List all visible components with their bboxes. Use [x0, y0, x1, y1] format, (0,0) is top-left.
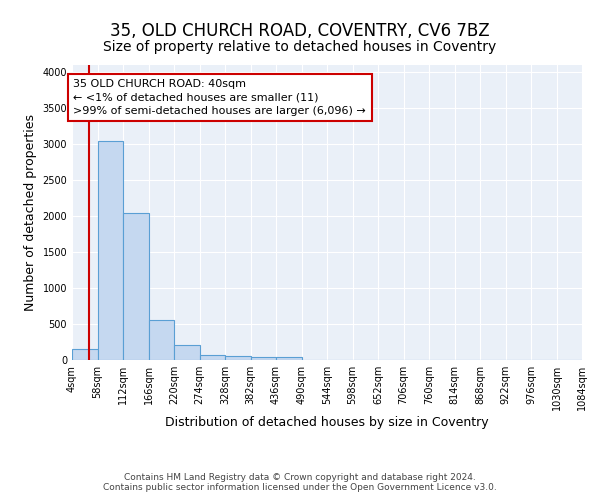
X-axis label: Distribution of detached houses by size in Coventry: Distribution of detached houses by size …	[165, 416, 489, 428]
Bar	[276, 357, 302, 360]
Text: Size of property relative to detached houses in Coventry: Size of property relative to detached ho…	[103, 40, 497, 54]
Bar	[251, 357, 276, 360]
Text: 35 OLD CHURCH ROAD: 40sqm
← <1% of detached houses are smaller (11)
>99% of semi: 35 OLD CHURCH ROAD: 40sqm ← <1% of detac…	[73, 80, 366, 116]
Bar	[97, 140, 123, 360]
Bar	[225, 356, 251, 360]
Bar	[174, 345, 199, 360]
Text: 35, OLD CHURCH ROAD, COVENTRY, CV6 7BZ: 35, OLD CHURCH ROAD, COVENTRY, CV6 7BZ	[110, 22, 490, 40]
Bar	[200, 355, 225, 360]
Bar	[123, 212, 149, 360]
Bar	[72, 349, 97, 360]
Bar	[149, 320, 174, 360]
Text: Contains HM Land Registry data © Crown copyright and database right 2024.
Contai: Contains HM Land Registry data © Crown c…	[103, 473, 497, 492]
Y-axis label: Number of detached properties: Number of detached properties	[24, 114, 37, 311]
